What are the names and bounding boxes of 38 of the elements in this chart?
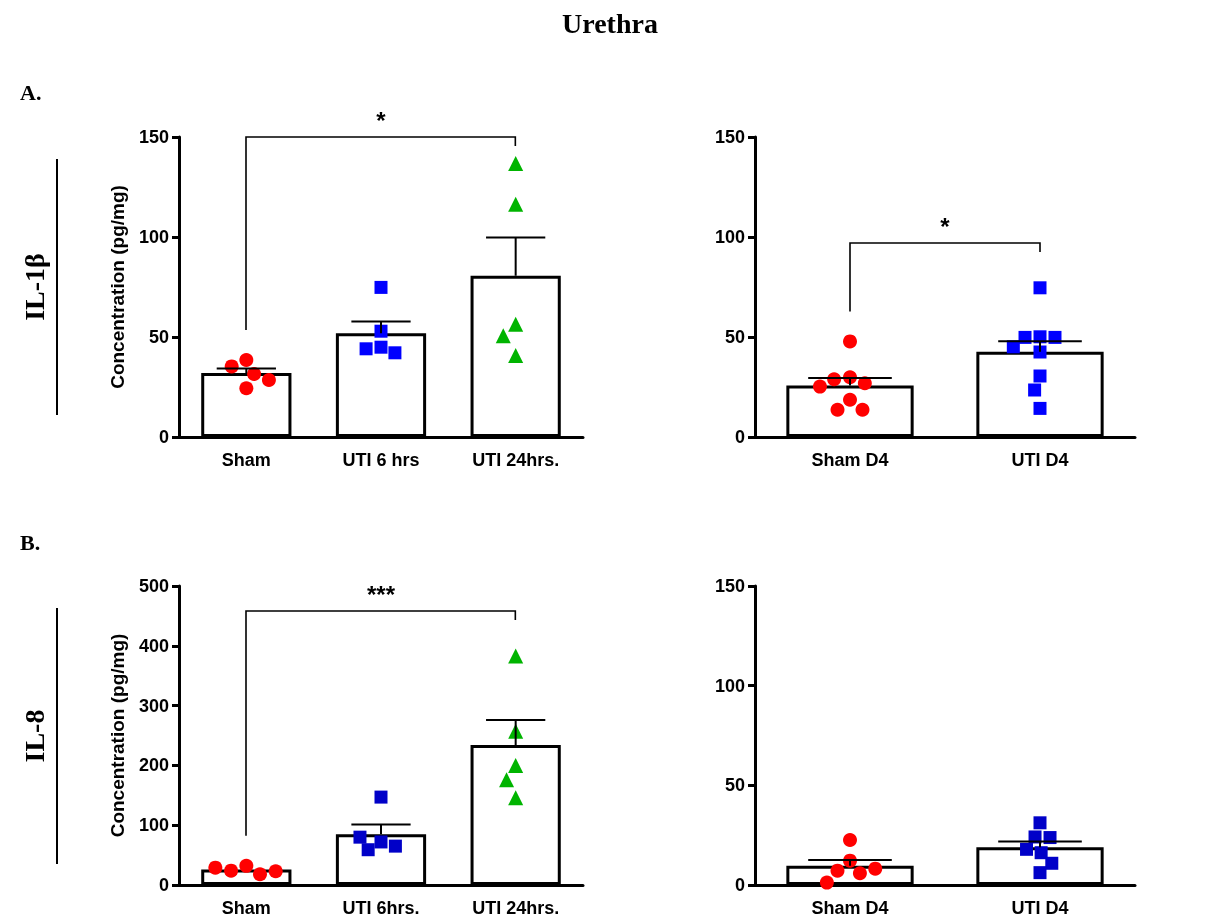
annotation: * [939, 212, 951, 241]
y-tick-label: 50 [148, 327, 169, 347]
y-tick-label: 100 [138, 815, 169, 836]
y-tick-label: 0 [158, 875, 169, 895]
y-axis-title: Concentration (pg/mg) [107, 185, 128, 389]
x-tick-label: UTI D4 [1011, 450, 1069, 470]
y-tick-label: 0 [734, 427, 745, 447]
y-tick-label: 300 [138, 695, 169, 716]
x-tick-label: UTI 24hrs. [472, 450, 560, 470]
text: B. [20, 530, 41, 556]
x-tick-label: UTI 6hrs. [342, 898, 420, 918]
x-tick-label: Sham [221, 898, 271, 918]
text: * [375, 107, 387, 135]
y-tick-label: 100 [138, 227, 169, 247]
y-tick-label: 50 [724, 327, 745, 347]
annotation: *** [366, 581, 396, 610]
y-tick-label: 100 [714, 227, 745, 247]
y-tick-label: 150 [714, 127, 745, 147]
y-tick-label: 150 [138, 127, 169, 147]
y-axis-title: Concentration (pg/mg) [107, 633, 128, 838]
y-tick-label: 200 [138, 755, 169, 776]
text: IL-8 [19, 708, 51, 764]
text: IL-1β [19, 252, 51, 323]
y-tick-label: 100 [714, 675, 745, 696]
x-tick-label: UTI D4 [1011, 898, 1069, 918]
y-tick-label: 50 [724, 775, 745, 796]
x-tick-label: Sham D4 [811, 450, 889, 470]
y-tick-label: 0 [734, 875, 745, 895]
x-tick-label: Sham [221, 450, 271, 470]
x-tick-label: UTI 6 hrs [342, 450, 420, 470]
y-tick-label: 0 [158, 427, 169, 447]
y-tick-label: 400 [138, 635, 169, 656]
x-tick-label: UTI 24hrs. [472, 898, 560, 918]
text: A. [20, 80, 42, 106]
y-tick-label: 500 [138, 576, 169, 596]
y-tick-label: 150 [714, 576, 745, 596]
chart-title: Urethra [561, 8, 659, 40]
x-tick-label: Sham D4 [811, 898, 889, 918]
